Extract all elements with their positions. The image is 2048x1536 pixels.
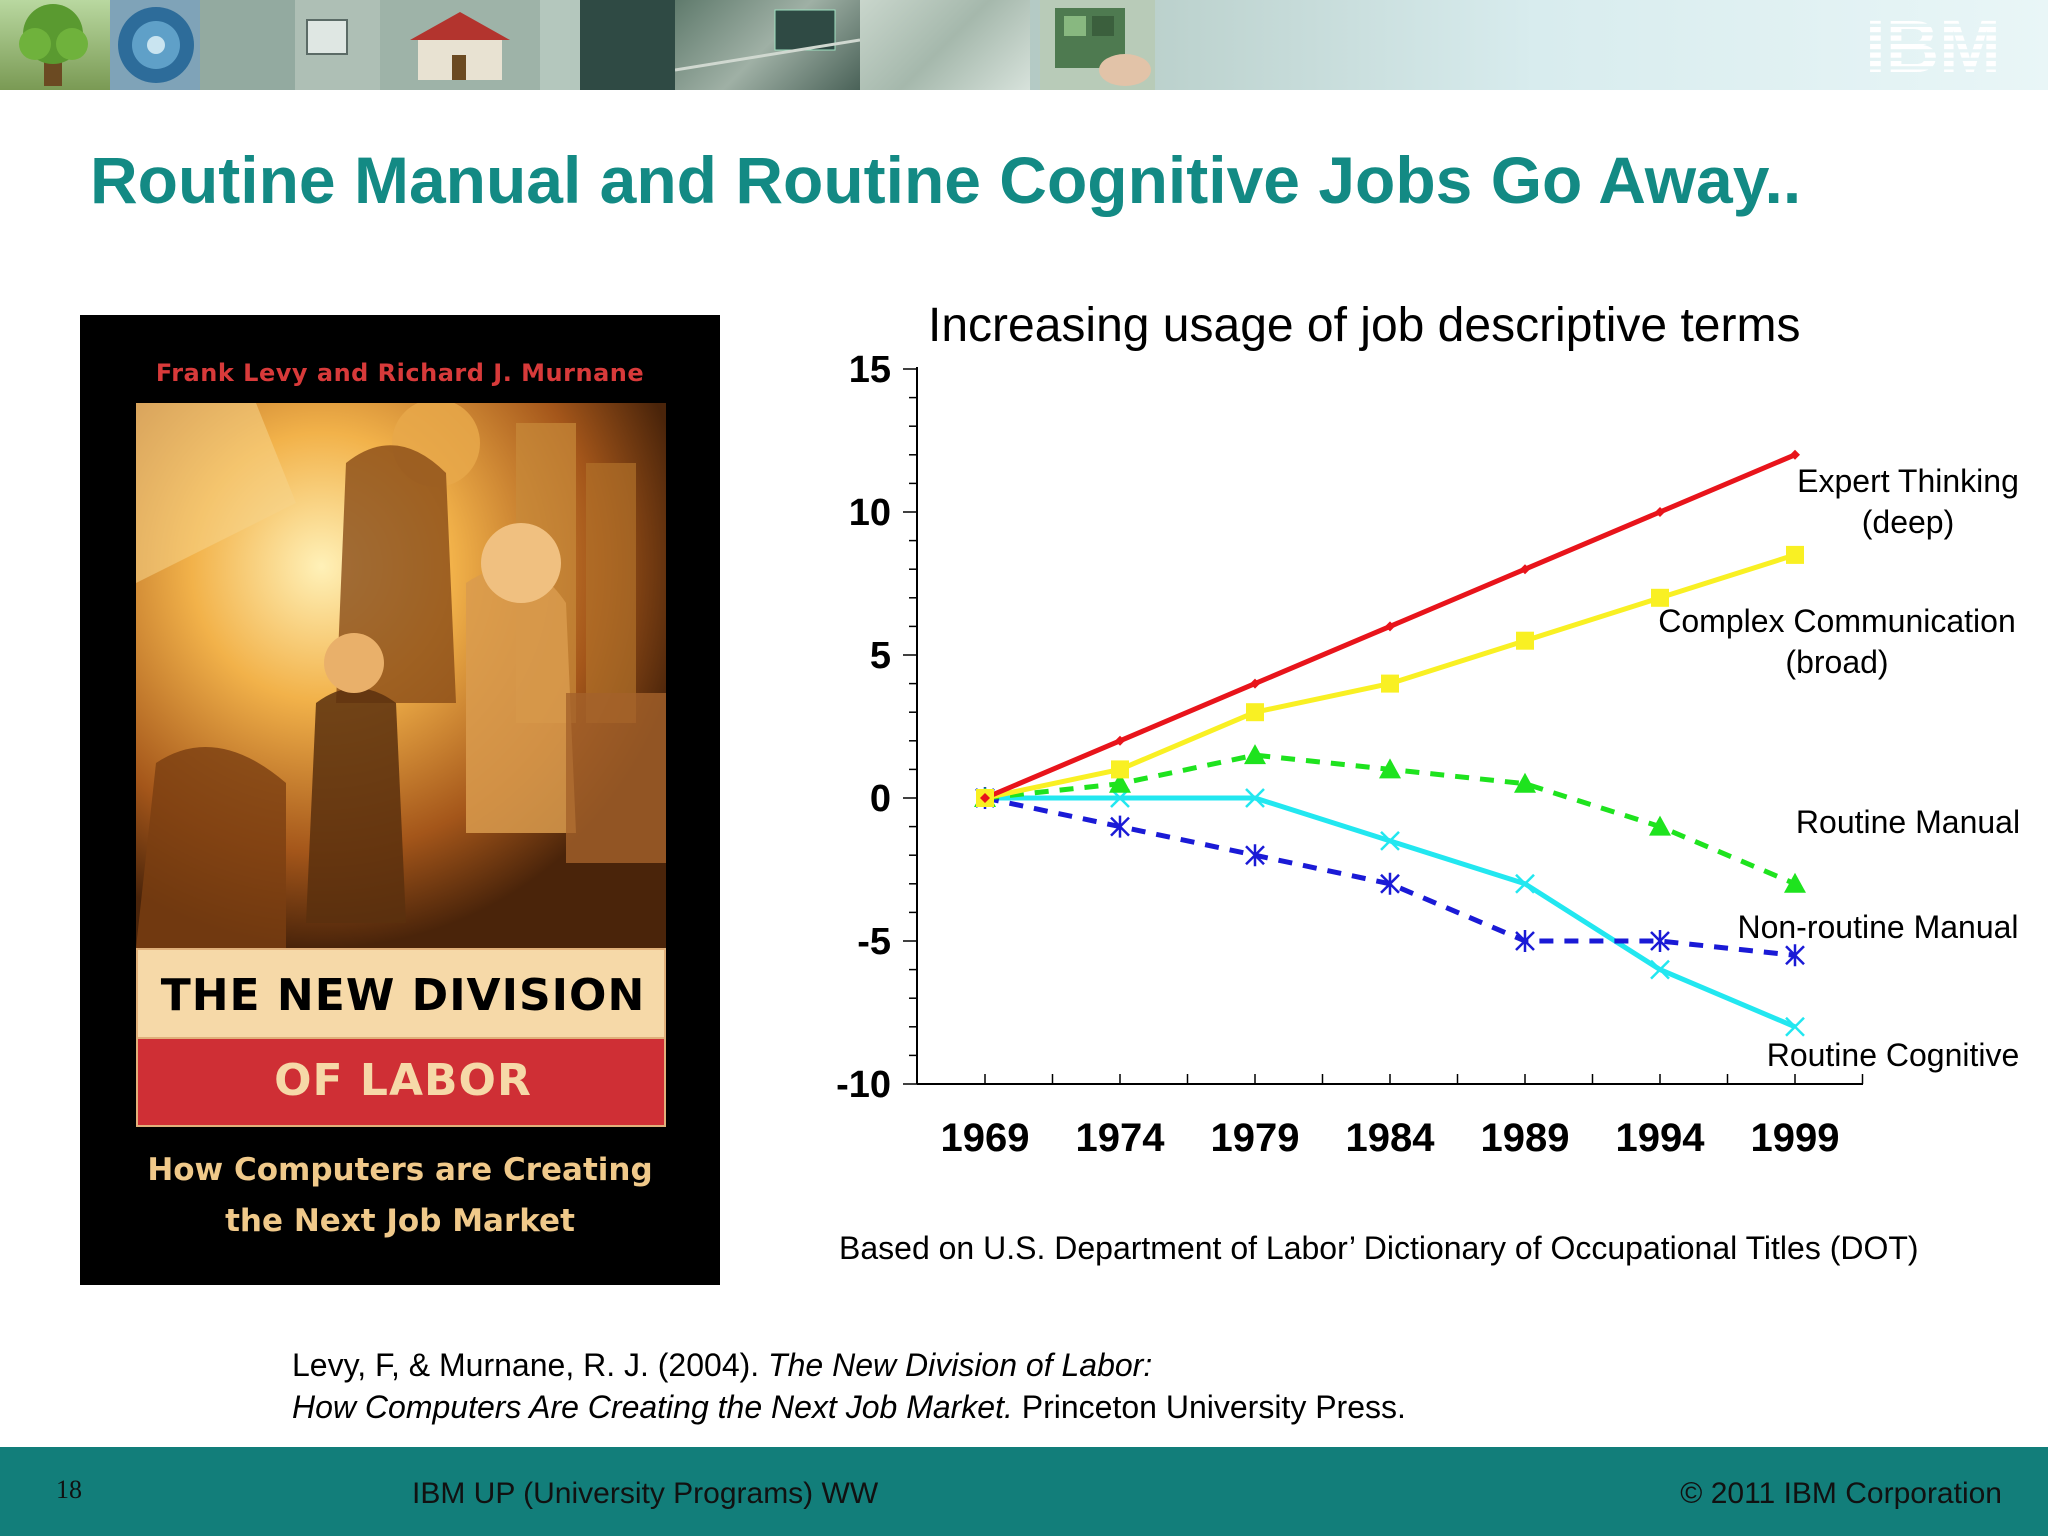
header-banner: IBM [0,0,2048,90]
banner-panel-1 [200,0,295,90]
book-authors: Frank Levy and Richard J. Murnane [155,359,645,387]
y-tick-label: 5 [870,635,891,677]
data-point [1245,788,1265,808]
x-tick-label: 1979 [1211,1116,1300,1160]
x-tick-label: 1999 [1751,1116,1840,1160]
y-tick-label: -5 [857,921,891,963]
series-label: Expert Thinking [1797,463,2019,499]
book-subtitle-line1: How Computers are Creating [147,1152,653,1188]
banner-dark-panel [580,0,675,90]
banner-aerial-image [674,0,861,90]
banner-hand-image [1040,0,1155,90]
footer-bar: 18 IBM UP (University Programs) WW © 201… [0,1447,2048,1536]
y-tick-label: 10 [849,492,891,534]
data-point [1790,449,1800,460]
data-point [1516,631,1534,650]
page-number: 18 [56,1475,82,1504]
book-title-line1: THE NEW DIVISION [160,970,646,1021]
series-label: Routine Cognitive [1767,1037,2020,1073]
banner-tree-image [0,0,110,90]
data-point [1520,564,1530,575]
data-point [1514,772,1536,793]
y-tick-label: 15 [849,349,891,391]
series-label: Routine Manual [1796,804,2020,840]
book-subtitle-line2: the Next Job Market [225,1203,575,1239]
data-point [1515,930,1535,952]
citation: Levy, F, & Murnane, R. J. (2004). The Ne… [292,1344,1406,1428]
x-tick-label: 1984 [1346,1116,1436,1160]
x-tick-label: 1989 [1481,1116,1570,1160]
data-point [1786,545,1804,564]
data-point [1785,944,1805,967]
data-point [1380,872,1400,895]
data-point [1515,873,1535,894]
line-chart: 15 10 5 0 -5 -10 1969 1974 1979 1984 1989 1994 1999 E… [836,349,2020,1160]
data-point [1785,1016,1805,1037]
data-point [1651,588,1669,607]
chart-source-note: Based on U.S. Department of Labor’ Dicti… [839,1230,1919,1266]
book-title-band: THE NEW DIVISION [136,948,666,1039]
data-point [1650,930,1670,952]
slide-title: Routine Manual and Routine Cognitive Job… [90,143,1802,217]
book-cover: Frank Levy and Richard J. Murnane [80,315,720,1285]
citation-line2: How Computers Are Creating the Next Job … [292,1386,1406,1428]
data-point [1649,815,1671,836]
banner-panel-2 [295,0,380,90]
series-label: (deep) [1862,504,1955,540]
citation-authors: Levy, F, & Murnane, R. J. (2004). [292,1347,769,1383]
data-point [1246,703,1264,722]
citation-publisher: Princeton University Press. [1012,1389,1406,1425]
data-point [1385,621,1395,632]
svg-text:IBM: IBM [1865,10,2001,78]
data-point [1111,760,1129,779]
data-point [980,793,990,803]
footer-copyright: © 2011 IBM Corporation [1680,1477,2002,1510]
x-tick-label: 1969 [941,1116,1030,1160]
data-point [1381,674,1399,693]
data-point [1380,831,1400,851]
data-point [1115,735,1125,746]
y-tick-label: -10 [836,1064,891,1106]
series-label: (broad) [1785,644,1888,680]
x-tick-label: 1974 [1076,1116,1166,1160]
data-point [1784,872,1806,893]
book-cover-illustration [136,403,666,948]
series-label: Complex Communication [1658,603,2015,639]
banner-house-image [380,0,540,90]
ibm-logo: IBM [1865,10,2001,78]
y-tick-label: 0 [870,778,891,820]
data-point [1109,772,1131,793]
banner-globe-image [110,0,200,90]
data-point [1250,678,1260,689]
citation-book-subtitle: How Computers Are Creating the Next Job … [292,1389,1013,1425]
series-label: Non-routine Manual [1737,909,2018,945]
book-title-band-red: OF LABOR [136,1039,666,1127]
citation-line1: Levy, F, & Murnane, R. J. (2004). The Ne… [292,1344,1406,1386]
data-point [1650,959,1670,980]
x-tick-label: 1994 [1616,1116,1706,1160]
data-point [1244,744,1266,765]
data-point [1110,815,1130,838]
book-title-line2: OF LABOR [274,1055,532,1106]
banner-map-image [860,0,1030,90]
citation-book-title: The New Division of Labor: [768,1347,1153,1383]
data-point [1379,758,1401,779]
data-point [1245,844,1265,867]
footer-program: IBM UP (University Programs) WW [412,1477,879,1510]
data-point [1655,507,1665,517]
chart-title: Increasing usage of job descriptive term… [928,299,1801,352]
